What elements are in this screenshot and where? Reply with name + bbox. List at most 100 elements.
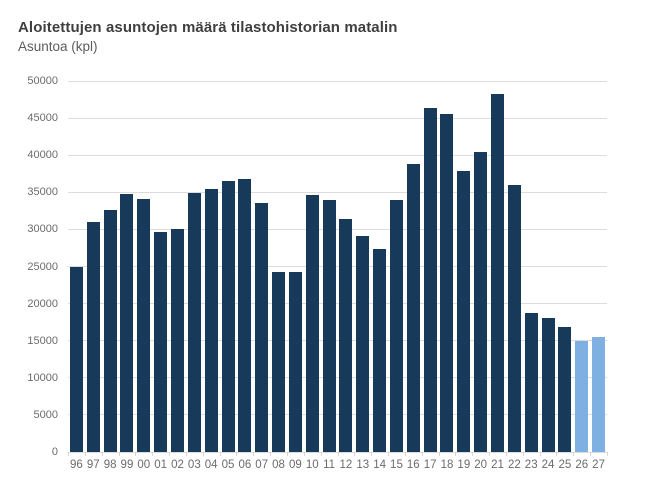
bar-24 xyxy=(541,317,555,452)
bar-19 xyxy=(457,170,471,452)
bar-17 xyxy=(423,107,437,452)
bar-09 xyxy=(288,271,302,452)
x-axis-tick xyxy=(607,452,608,456)
y-tick-label: 35000 xyxy=(27,186,58,199)
x-tick-label: 00 xyxy=(137,459,151,471)
y-tick-label: 30000 xyxy=(27,223,58,236)
x-tick-label: 20 xyxy=(474,459,488,471)
x-axis-tick xyxy=(303,452,305,456)
x-axis-tick xyxy=(286,452,288,456)
bar-96 xyxy=(69,266,83,452)
x-tick-label: 18 xyxy=(440,459,454,471)
x-tick-label: 14 xyxy=(373,459,386,471)
bar-98 xyxy=(103,210,117,452)
y-tick-label: 40000 xyxy=(27,149,58,162)
x-axis-tick xyxy=(68,452,69,456)
x-axis-tick xyxy=(320,452,322,456)
y-tick-label: 50000 xyxy=(27,75,58,87)
bar-15 xyxy=(389,199,403,452)
x-axis-tick xyxy=(404,452,406,456)
x-axis-tick xyxy=(354,452,356,456)
x-axis-tick xyxy=(472,452,474,456)
y-tick-label: 15000 xyxy=(27,334,58,347)
x-axis-tick xyxy=(219,452,221,456)
bar-97 xyxy=(86,221,100,452)
x-tick-label: 11 xyxy=(323,459,336,471)
x-axis-tick xyxy=(438,452,440,456)
y-tick-label: 20000 xyxy=(27,297,58,310)
gridline xyxy=(68,228,607,230)
x-axis-tick xyxy=(505,452,507,456)
y-tick-label: 45000 xyxy=(27,112,58,125)
gridline xyxy=(68,154,607,156)
bar-06 xyxy=(238,178,252,452)
bar-18 xyxy=(440,113,454,452)
x-tick-label: 10 xyxy=(305,459,319,471)
bar-26 xyxy=(575,340,589,452)
gridline xyxy=(68,340,607,342)
gridline xyxy=(68,377,607,379)
x-tick-label: 16 xyxy=(406,459,420,471)
bar-12 xyxy=(339,219,353,452)
y-tick-label: 5000 xyxy=(33,408,58,421)
y-tick-label: 25000 xyxy=(27,260,58,273)
bar-21 xyxy=(491,93,505,452)
x-axis-tick xyxy=(573,452,575,456)
bar-10 xyxy=(305,194,319,452)
x-tick-label: 04 xyxy=(204,459,218,471)
x-axis-tick xyxy=(84,452,86,456)
x-tick-label: 22 xyxy=(507,459,521,471)
x-axis-tick xyxy=(118,452,120,456)
x-axis-tick xyxy=(236,452,238,456)
x-axis-tick xyxy=(556,452,558,456)
x-axis-tick xyxy=(522,452,524,456)
x-axis-tick xyxy=(202,452,204,456)
bar-27 xyxy=(592,337,606,452)
bar-20 xyxy=(474,152,488,452)
x-axis-tick xyxy=(253,452,255,456)
x-tick-label: 08 xyxy=(272,459,285,471)
x-tick-label: 01 xyxy=(154,459,168,471)
y-tick-label: 10000 xyxy=(27,371,58,384)
x-axis-tick xyxy=(270,452,272,456)
x-tick-label: 99 xyxy=(120,459,134,471)
x-axis-tick xyxy=(590,452,592,456)
bar-01 xyxy=(154,232,168,452)
x-axis-tick xyxy=(135,452,137,456)
x-tick-label: 23 xyxy=(524,459,538,471)
gridline xyxy=(68,80,607,82)
x-tick-label: 24 xyxy=(541,459,555,471)
x-tick-label: 12 xyxy=(339,459,353,471)
bar-03 xyxy=(187,193,201,452)
bar-16 xyxy=(406,164,420,452)
plot-area xyxy=(68,80,607,453)
gridline xyxy=(68,266,607,267)
x-tick-label: 03 xyxy=(187,459,201,471)
bar-04 xyxy=(204,188,218,452)
x-axis-tick xyxy=(152,452,154,456)
x-tick-label: 02 xyxy=(171,459,184,471)
x-tick-label: 98 xyxy=(103,459,117,471)
x-tick-label: 09 xyxy=(288,459,302,471)
gridline xyxy=(68,303,607,305)
bar-14 xyxy=(373,248,387,452)
bar-11 xyxy=(322,200,336,452)
chart-title: Aloitettujen asuntojen määrä tilastohist… xyxy=(18,19,398,36)
x-tick-label: 05 xyxy=(221,459,235,471)
x-tick-label: 25 xyxy=(558,459,572,471)
bar-25 xyxy=(558,327,572,452)
x-tick-label: 17 xyxy=(423,459,437,471)
x-tick-label: 26 xyxy=(575,459,589,471)
y-tick-label: 0 xyxy=(51,446,58,458)
bar-23 xyxy=(524,312,538,452)
x-tick-label: 13 xyxy=(356,459,370,471)
x-axis-tick xyxy=(185,452,187,456)
gridline xyxy=(68,117,607,119)
bar-13 xyxy=(356,236,370,452)
x-axis-tick xyxy=(388,452,390,456)
gridline xyxy=(68,414,607,416)
bar-05 xyxy=(221,181,235,452)
x-tick-label: 15 xyxy=(390,459,403,471)
bar-08 xyxy=(272,272,286,452)
gridline xyxy=(68,191,607,193)
